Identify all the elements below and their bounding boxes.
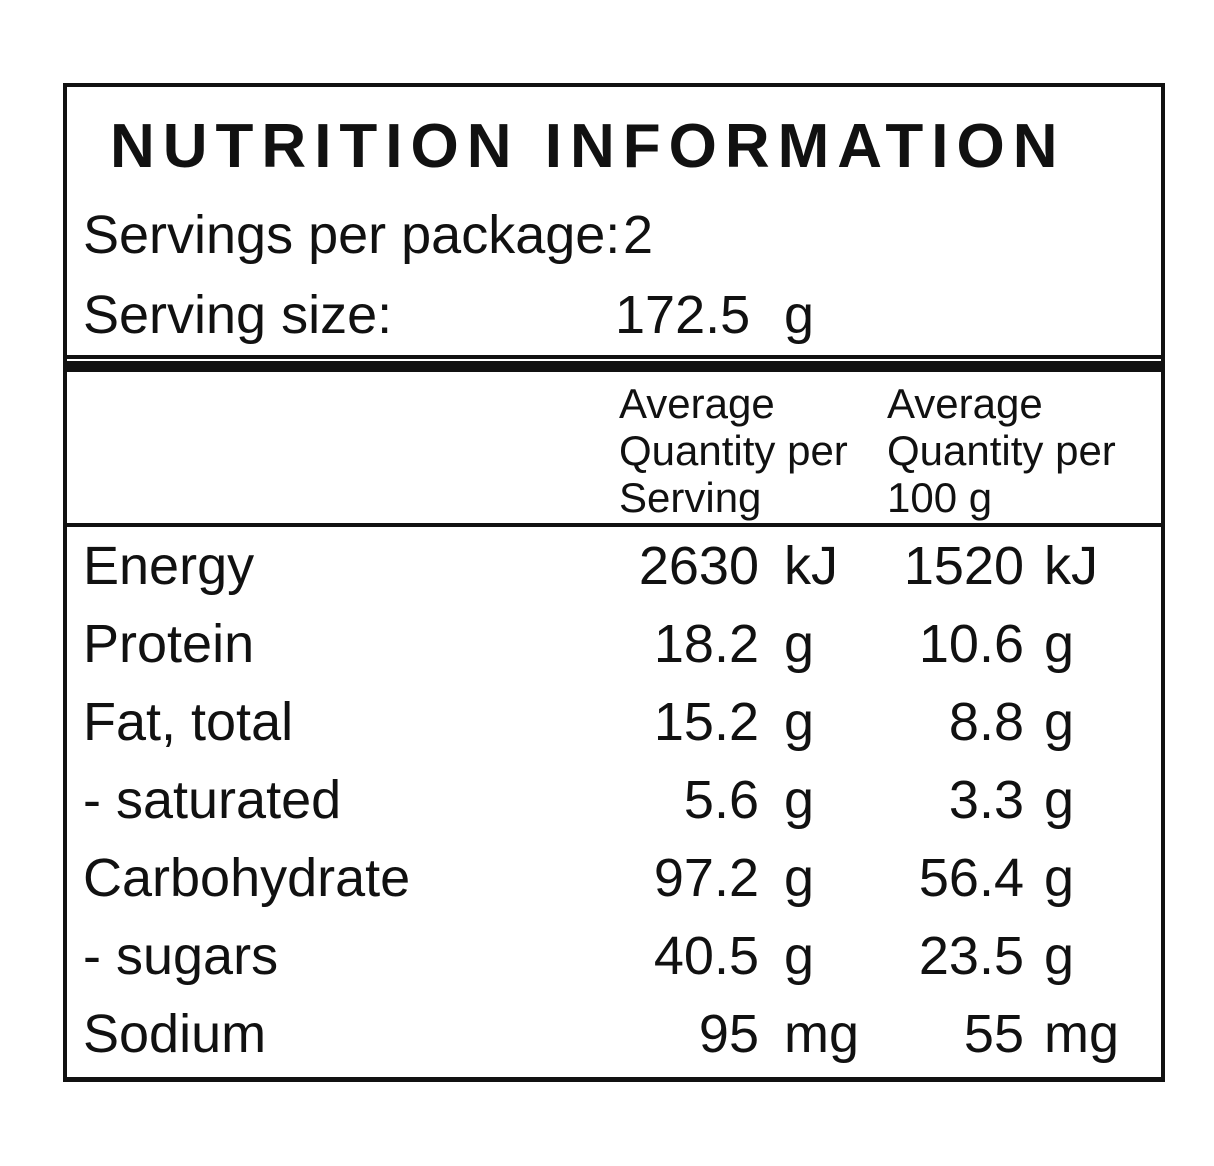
nutrient-name: Sodium — [83, 1004, 267, 1064]
header-underline — [67, 523, 1161, 527]
servings-per-package-label: Servings per package: — [83, 205, 621, 265]
value-per-100g: 56.4 g — [867, 847, 1129, 909]
nutrient-row-sodium: Sodium 95 mg 55 mg — [67, 995, 1161, 1073]
per-100g-number: 3.3 — [948, 770, 1024, 830]
value-per-100g: 3.3 g — [867, 769, 1129, 831]
value-per-100g: 1520 kJ — [867, 535, 1129, 597]
value-per-100g: 55 mg — [867, 1003, 1129, 1065]
serving-size-unit: g — [784, 285, 815, 345]
nutrient-name: Energy — [83, 536, 255, 596]
per-serving-number: 18.2 — [653, 614, 759, 674]
per-serving-number: 5.6 — [683, 770, 759, 830]
per-serving-number: 97.2 — [653, 848, 759, 908]
value-per-serving: 40.5 g — [615, 925, 867, 987]
serving-size-number: 172.5 — [615, 285, 751, 345]
nutrient-row-saturated: - saturated 5.6 g 3.3 g — [67, 761, 1161, 839]
servings-per-package-row: Servings per package: 2 — [67, 195, 1161, 275]
per-serving-number: 95 — [698, 1004, 759, 1064]
nutrient-row-protein: Protein 18.2 g 10.6 g — [67, 605, 1161, 683]
per-serving-number: 40.5 — [653, 926, 759, 986]
nutrient-name: Fat, total — [83, 692, 294, 752]
value-per-serving: 95 mg — [615, 1003, 867, 1065]
value-per-serving: 18.2 g — [615, 613, 867, 675]
panel-title: NUTRITION INFORMATION — [110, 112, 1066, 181]
per-100g-number: 55 — [963, 1004, 1024, 1064]
per-100g-number: 1520 — [903, 536, 1024, 596]
column-headers: Average Quantity per Serving Average Qua… — [67, 372, 1161, 523]
per-serving-unit: g — [784, 614, 815, 674]
nutrient-name: Protein — [83, 614, 255, 674]
per-100g-unit: g — [1044, 926, 1075, 986]
per-serving-number: 15.2 — [653, 692, 759, 752]
value-per-serving: 97.2 g — [615, 847, 867, 909]
value-per-serving: 2630 kJ — [615, 535, 867, 597]
nutrient-name: Carbohydrate — [83, 848, 411, 908]
per-100g-number: 8.8 — [948, 692, 1024, 752]
nutrient-row-energy: Energy 2630 kJ 1520 kJ — [67, 527, 1161, 605]
per-100g-number: 56.4 — [918, 848, 1024, 908]
nutrient-row-sugars: - sugars 40.5 g 23.5 g — [67, 917, 1161, 995]
value-per-serving: 5.6 g — [615, 769, 867, 831]
per-100g-unit: g — [1044, 770, 1075, 830]
per-100g-unit: kJ — [1044, 536, 1098, 596]
per-serving-number: 2630 — [638, 536, 759, 596]
value-per-100g: 23.5 g — [867, 925, 1129, 987]
per-100g-unit: g — [1044, 848, 1075, 908]
value-per-serving: 15.2 g — [615, 691, 867, 753]
col-header-per-serving: Average Quantity per Serving — [619, 380, 848, 521]
nutrient-name: - sugars — [83, 926, 279, 986]
per-serving-unit: mg — [784, 1004, 860, 1064]
serving-size-label: Serving size: — [83, 285, 393, 345]
per-serving-unit: kJ — [784, 536, 838, 596]
per-100g-number: 10.6 — [918, 614, 1024, 674]
per-serving-unit: g — [784, 770, 815, 830]
per-100g-unit: g — [1044, 692, 1075, 752]
per-100g-number: 23.5 — [918, 926, 1024, 986]
nutrition-panel: NUTRITION INFORMATION Servings per packa… — [63, 83, 1165, 1082]
value-per-100g: 10.6 g — [867, 613, 1129, 675]
col-header-per-100g: Average Quantity per 100 g — [887, 380, 1116, 521]
serving-size-row: Serving size: 172.5 g — [67, 275, 1161, 355]
per-serving-unit: g — [784, 848, 815, 908]
value-per-100g: 8.8 g — [867, 691, 1129, 753]
nutrient-row-fat-total: Fat, total 15.2 g 8.8 g — [67, 683, 1161, 761]
section-divider — [67, 355, 1161, 372]
nutrient-row-carbohydrate: Carbohydrate 97.2 g 56.4 g — [67, 839, 1161, 917]
per-serving-unit: g — [784, 926, 815, 986]
per-100g-unit: mg — [1044, 1004, 1120, 1064]
serving-size-value: 172.5 g — [615, 284, 867, 346]
servings-per-package-value: 2 — [623, 205, 654, 265]
nutrient-name: - saturated — [83, 770, 342, 830]
per-serving-unit: g — [784, 692, 815, 752]
per-100g-unit: g — [1044, 614, 1075, 674]
